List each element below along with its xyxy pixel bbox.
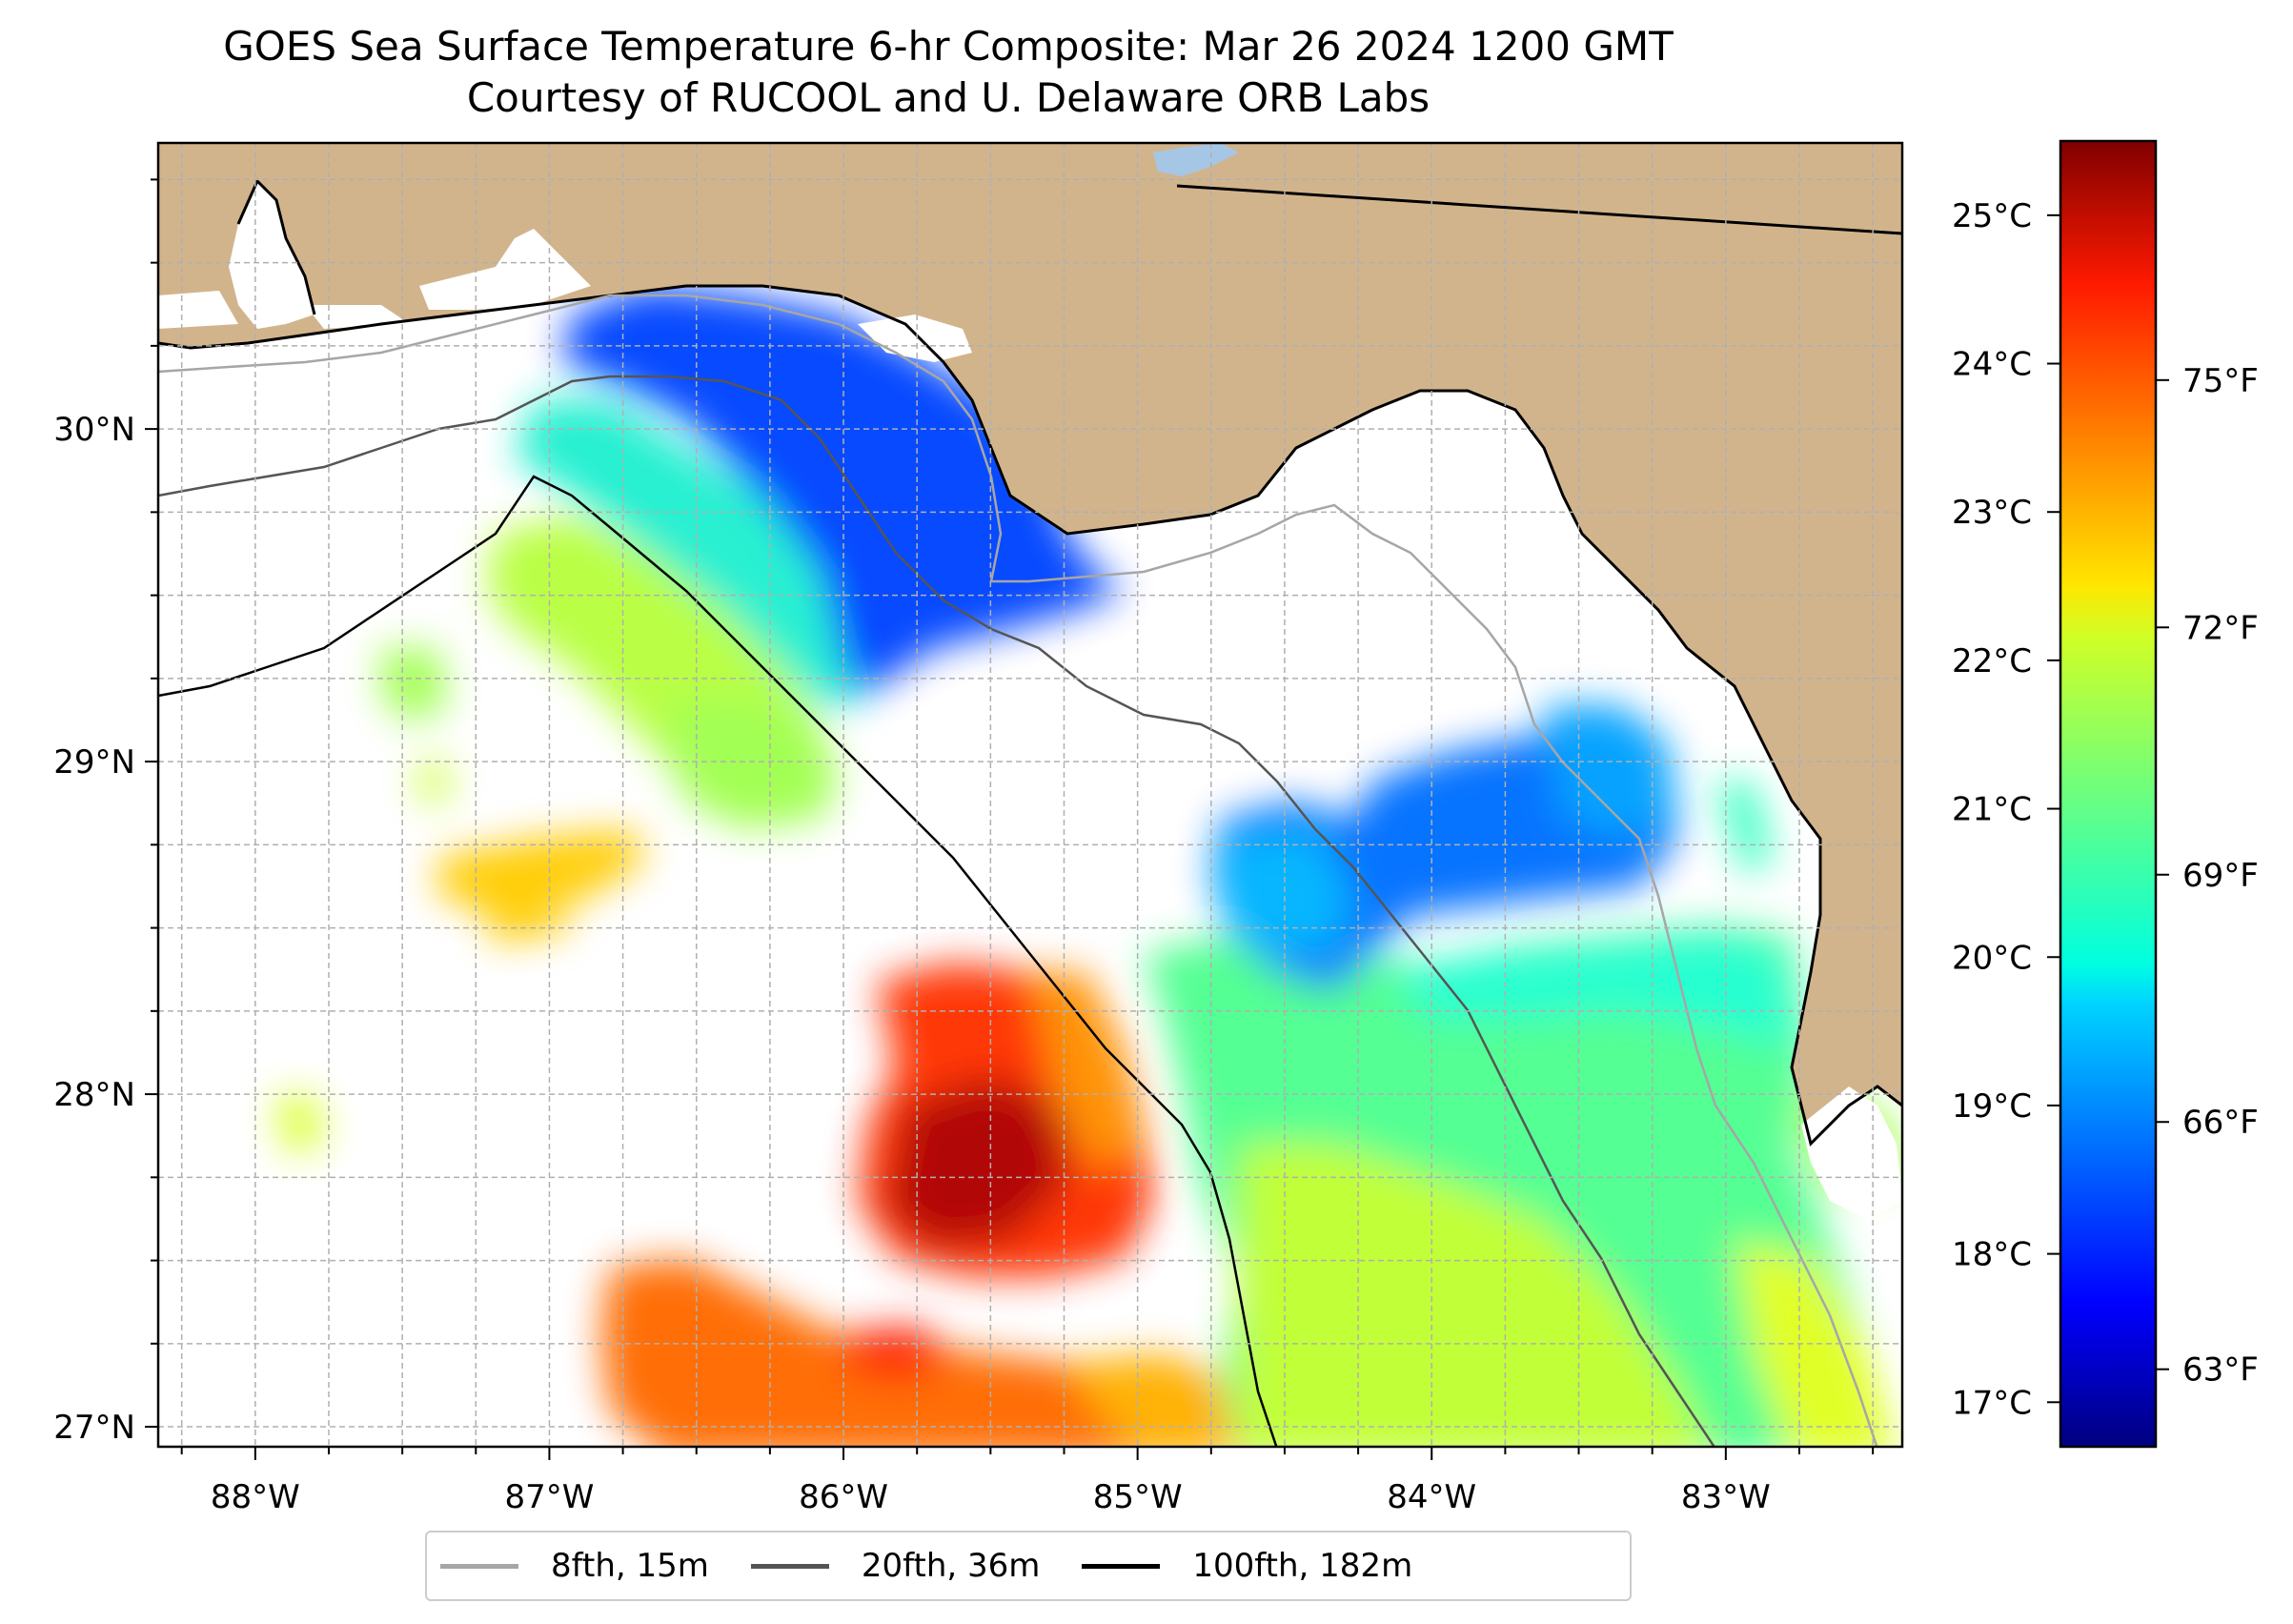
- cb-c-tick-label: 21°C: [1952, 791, 2032, 829]
- colorbar: [2060, 141, 2156, 1447]
- colorbar-fahrenheit-ticks: 63°F 66°F 69°F 72°F 75°F: [2156, 362, 2259, 1390]
- sst-field: [276, 286, 1897, 1447]
- lat-tick-label: 29°N: [53, 743, 135, 782]
- lat-tick-label: 30°N: [53, 411, 135, 449]
- lon-tick-label: 86°W: [799, 1478, 888, 1516]
- lon-tick-label: 85°W: [1093, 1478, 1183, 1516]
- legend-swatch-8fth: [440, 1563, 518, 1569]
- legend-swatch-100fth: [1082, 1563, 1161, 1569]
- land-north: [158, 143, 1902, 1144]
- mobile-bay: [229, 181, 315, 329]
- cb-c-tick-label: 25°C: [1952, 197, 2032, 235]
- legend-item-20fth: 20fth, 36m: [750, 1547, 1041, 1585]
- cb-c-tick-label: 17°C: [1952, 1384, 2032, 1422]
- legend-item-100fth: 100fth, 182m: [1082, 1547, 1412, 1585]
- cb-c-tick-label: 24°C: [1952, 346, 2032, 384]
- cb-c-tick-label: 23°C: [1952, 494, 2032, 532]
- cb-c-tick-label: 19°C: [1952, 1087, 2032, 1126]
- lon-tick-label: 88°W: [211, 1478, 300, 1516]
- isobath-100fth: [158, 475, 1278, 1447]
- figure-subtitle: Courtesy of RUCOOL and U. Delaware ORB L…: [466, 74, 1431, 121]
- legend-label-8fth: 8fth, 15m: [551, 1547, 709, 1585]
- cb-f-tick-label: 63°F: [2182, 1351, 2259, 1390]
- latitude-labels: 27°N 28°N 29°N 30°N: [53, 411, 135, 1447]
- land: [158, 143, 1902, 1220]
- lon-tick-label: 87°W: [504, 1478, 594, 1516]
- lat-tick-label: 27°N: [53, 1409, 135, 1447]
- map-axis-ticks: [145, 178, 1875, 1460]
- legend-label-100fth: 100fth, 182m: [1192, 1547, 1413, 1585]
- lake-seminole: [1153, 143, 1239, 176]
- isobath-legend: 8fth, 15m 20fth, 36m 100fth, 182m: [425, 1531, 1632, 1601]
- legend-label-20fth: 20fth, 36m: [861, 1547, 1041, 1585]
- cb-c-tick-label: 20°C: [1952, 939, 2032, 977]
- colorbar-celsius-ticks: 17°C 18°C 19°C 20°C 21°C 22°C 23°C 24°C 25°C: [1952, 197, 2060, 1422]
- state-border: [1176, 184, 1902, 235]
- cb-f-tick-label: 69°F: [2182, 857, 2259, 895]
- isobath-20fth: [158, 375, 1716, 1447]
- legend-item-8fth: 8fth, 15m: [440, 1547, 709, 1585]
- cb-c-tick-label: 18°C: [1952, 1236, 2032, 1274]
- lon-tick-label: 83°W: [1681, 1478, 1771, 1516]
- tampa-bay: [1801, 1086, 1902, 1220]
- map-frame: [156, 141, 1904, 1449]
- cb-c-tick-label: 22°C: [1952, 642, 2032, 680]
- legend-swatch-20fth: [750, 1563, 829, 1569]
- isobath-8fth: [158, 294, 1878, 1447]
- longitude-labels: 88°W 87°W 86°W 85°W 84°W 83°W: [211, 1478, 1771, 1516]
- colorbar-frame: [2059, 139, 2158, 1449]
- sst-patch-yellow-stripe: [438, 829, 648, 915]
- lon-tick-label: 84°W: [1387, 1478, 1476, 1516]
- cb-f-tick-label: 66°F: [2182, 1104, 2259, 1142]
- cb-f-tick-label: 75°F: [2182, 362, 2259, 400]
- cb-f-tick-label: 72°F: [2182, 609, 2259, 647]
- map-gridlines: [158, 143, 1902, 1447]
- lat-tick-label: 28°N: [53, 1076, 135, 1114]
- figure-title: GOES Sea Surface Temperature 6-hr Compos…: [223, 23, 1674, 70]
